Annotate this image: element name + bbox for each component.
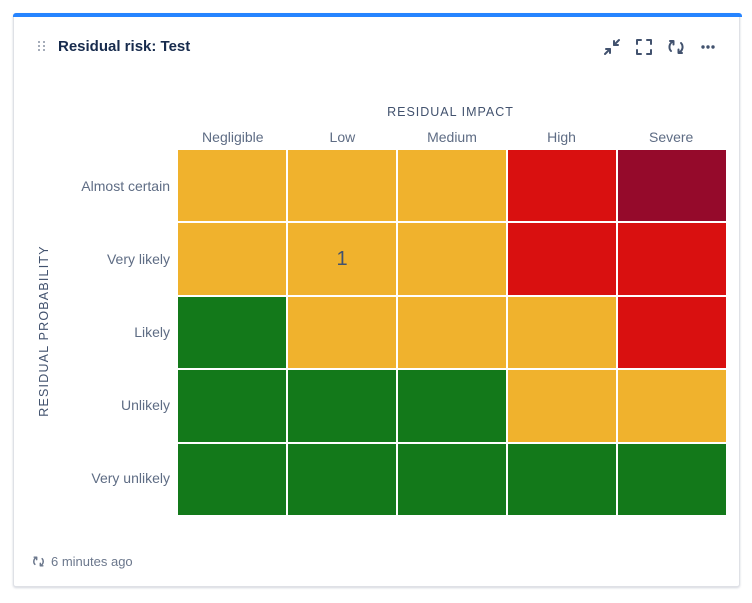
matrix-cell[interactable]	[618, 443, 726, 515]
matrix-cell[interactable]	[398, 223, 506, 295]
card-accent-bar	[13, 13, 742, 17]
risk-matrix-grid: 1	[178, 150, 726, 515]
row-header: Unlikely	[120, 397, 170, 413]
column-header: Severe	[648, 129, 694, 145]
matrix-cell[interactable]	[288, 443, 396, 515]
widget-footer: 6 minutes ago	[32, 554, 133, 569]
matrix-cell[interactable]	[178, 223, 286, 295]
matrix-cell[interactable]	[398, 296, 506, 369]
column-header: Medium	[427, 129, 477, 145]
collapse-button[interactable]	[601, 36, 623, 58]
matrix-cell[interactable]	[508, 150, 616, 222]
matrix-cell[interactable]	[618, 370, 726, 442]
risk-widget-card: Residual risk: Test RESIDUAL IM	[13, 13, 742, 587]
matrix-cell[interactable]	[618, 296, 726, 369]
matrix-cell[interactable]	[508, 223, 616, 295]
fullscreen-icon	[636, 39, 652, 55]
matrix-cell[interactable]	[618, 150, 726, 222]
row-header: Very likely	[106, 251, 170, 267]
matrix-cell[interactable]	[398, 443, 506, 515]
matrix-cell[interactable]: 1	[288, 223, 396, 295]
matrix-cell[interactable]	[178, 296, 286, 369]
row-header: Almost certain	[81, 178, 170, 194]
matrix-cell[interactable]	[178, 443, 286, 515]
matrix-cell[interactable]	[508, 296, 616, 369]
row-header: Very unlikely	[91, 470, 170, 486]
matrix-cell[interactable]	[288, 370, 396, 442]
matrix-cell[interactable]	[288, 150, 396, 222]
column-header: High	[547, 129, 576, 145]
widget-toolbar	[601, 36, 719, 58]
x-axis-title: RESIDUAL IMPACT	[387, 105, 514, 119]
column-header: Negligible	[202, 129, 264, 145]
matrix-cell[interactable]	[288, 296, 396, 369]
more-icon	[701, 45, 715, 49]
refresh-button[interactable]	[665, 36, 687, 58]
matrix-cell[interactable]	[178, 150, 286, 222]
more-options-button[interactable]	[697, 36, 719, 58]
refresh-icon	[668, 40, 684, 54]
matrix-cell[interactable]	[178, 370, 286, 442]
column-headers: Negligible Low Medium High Severe	[178, 129, 726, 145]
row-headers: Almost certain Very likely Likely Unlike…	[44, 150, 170, 515]
matrix-cell[interactable]	[508, 443, 616, 515]
row-header: Likely	[134, 324, 170, 340]
refresh-small-icon	[33, 556, 44, 567]
last-updated-text: 6 minutes ago	[51, 554, 133, 569]
collapse-icon	[604, 39, 620, 55]
drag-handle-icon[interactable]	[38, 41, 46, 53]
matrix-cell[interactable]	[398, 370, 506, 442]
widget-title: Residual risk: Test	[58, 38, 191, 55]
matrix-cell[interactable]	[618, 223, 726, 295]
matrix-cell[interactable]	[398, 150, 506, 222]
column-header: Low	[329, 129, 356, 145]
fullscreen-button[interactable]	[633, 36, 655, 58]
matrix-cell[interactable]	[508, 370, 616, 442]
